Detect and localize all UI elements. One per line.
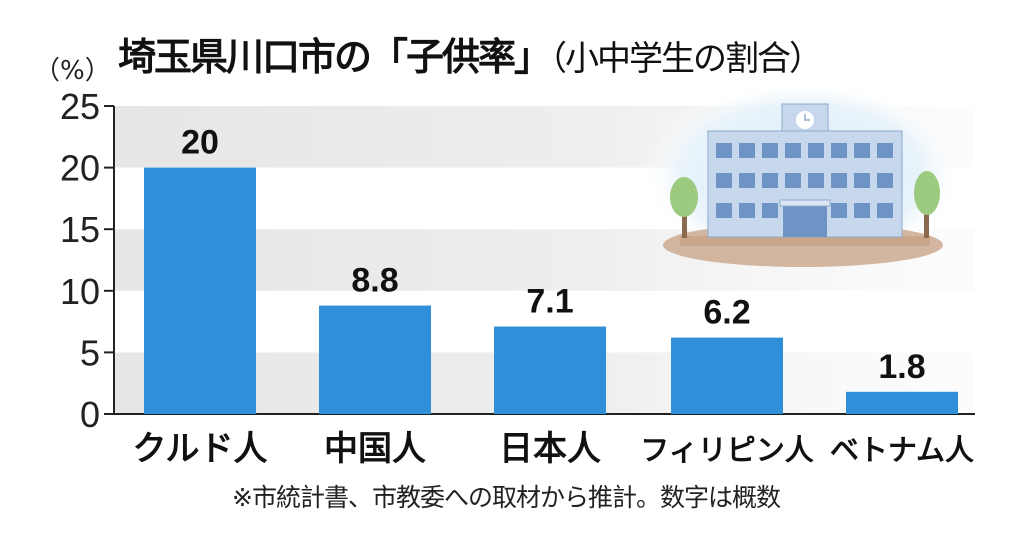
- y-tick-label: 10: [60, 271, 100, 312]
- data-label: 8.8: [351, 262, 398, 300]
- bar: [144, 167, 256, 414]
- y-tick-label: 5: [80, 332, 100, 373]
- data-label: 1.8: [878, 348, 925, 386]
- bar: [494, 326, 606, 414]
- chart-title: 埼玉県川口市の「子供率」（小中学生の割合）: [118, 26, 823, 81]
- y-tick-label: 25: [60, 86, 100, 127]
- bar: [671, 337, 783, 414]
- y-tick-label: 20: [60, 148, 100, 189]
- x-tick-label: フィリピン人: [640, 433, 813, 467]
- school-illustration: [643, 80, 963, 270]
- data-label: 20: [181, 124, 219, 162]
- x-tick-label: 中国人: [324, 429, 426, 469]
- data-label: 6.2: [703, 294, 750, 332]
- footnote: ※市統計書、市教委への取材から推計。数字は概数: [232, 483, 781, 512]
- y-tick-label: 15: [60, 209, 100, 250]
- chart-subtitle: （小中学生の割合）: [550, 39, 823, 79]
- bar: [319, 305, 431, 414]
- data-label: 7.1: [526, 283, 573, 321]
- bar: [846, 391, 958, 414]
- x-tick-label: ベトナム人: [830, 433, 974, 467]
- x-tick-label: クルド人: [133, 429, 268, 469]
- y-tick-label: 0: [80, 394, 100, 435]
- y-axis-unit: （%）: [34, 56, 111, 86]
- x-tick-label: 日本人: [499, 429, 601, 469]
- chart-title-main: 埼玉県川口市の「子供率」: [118, 35, 552, 79]
